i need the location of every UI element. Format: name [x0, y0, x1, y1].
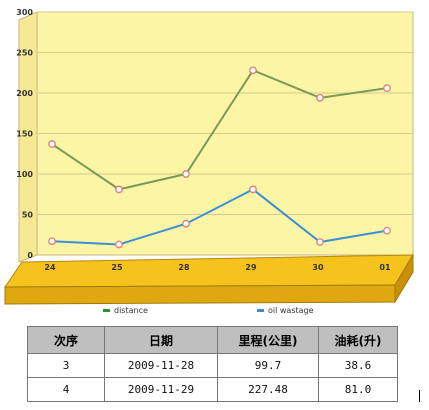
data-point-distance: [316, 94, 324, 102]
table-row: 4 2009-11-29 227.48 81.0: [27, 377, 398, 402]
cell-mileage: 99.7: [217, 353, 319, 378]
data-point-oil-wastage: [383, 226, 391, 235]
legend-swatch-oil-wastage: [257, 309, 264, 312]
header-mileage: 里程(公里): [217, 326, 319, 354]
data-point-oil-wastage: [182, 219, 190, 228]
series-line-oil-wastage: [51, 188, 388, 246]
chart-floor-front: [4, 284, 396, 305]
cell-date: 2009-11-28: [104, 353, 218, 378]
data-point-oil-wastage: [48, 237, 56, 246]
cell-mileage: 227.48: [217, 377, 319, 402]
line-chart: 0 50 100 150 200 250 300 24 25 28 29 30 01 distance…: [4, 8, 414, 315]
x-tick-label: 30: [312, 263, 324, 272]
header-date: 日期: [104, 326, 218, 354]
cell-fuel: 81.0: [318, 377, 398, 402]
y-tick-label: 250: [16, 49, 33, 58]
data-point-distance: [48, 140, 56, 148]
data-point-distance: [249, 66, 257, 75]
y-tick-label: 300: [16, 8, 33, 17]
x-tick-label: 24: [44, 263, 56, 272]
x-tick-label: 28: [178, 263, 190, 272]
header-fuel: 油耗(升): [318, 326, 398, 354]
chart-floor-side: [394, 253, 414, 304]
cell-index: 3: [27, 353, 105, 378]
chart-floor-top: [4, 254, 414, 288]
data-point-distance: [182, 170, 190, 178]
y-axis: 0 50 100 150 200 250 300: [16, 8, 33, 260]
data-point-oil-wastage: [316, 238, 324, 246]
y-tick-label: 50: [22, 211, 34, 220]
data-point-distance: [115, 185, 123, 194]
y-tick-label: 200: [16, 89, 33, 98]
text-cursor: [419, 390, 426, 402]
series-line-distance: [51, 69, 388, 191]
cell-fuel: 38.6: [318, 353, 398, 378]
table-header-row: 次序 日期 里程(公里) 油耗(升): [27, 326, 398, 354]
legend-swatch-distance: [103, 309, 110, 312]
table-row: 3 2009-11-28 99.7 38.6: [27, 353, 398, 378]
header-index: 次序: [27, 326, 105, 354]
x-tick-label: 29: [245, 263, 257, 272]
data-point-oil-wastage: [115, 240, 123, 249]
legend-label-oil-wastage: oil wastage: [268, 306, 314, 315]
x-tick-label: 01: [379, 263, 391, 272]
y-tick-label: 150: [16, 130, 33, 139]
y-tick-label: 100: [16, 170, 33, 179]
x-tick-label: 25: [111, 263, 123, 272]
data-point-distance: [383, 84, 391, 92]
legend-label-distance: distance: [114, 306, 148, 315]
cell-index: 4: [27, 377, 105, 402]
y-tick-label: 0: [27, 251, 33, 260]
fuel-table: 次序 日期 里程(公里) 油耗(升) 3 2009-11-28 99.7 38.…: [27, 326, 398, 402]
cell-date: 2009-11-29: [104, 377, 218, 402]
x-axis: 24 25 28 29 30 01: [44, 263, 391, 272]
series-lines: [51, 69, 388, 246]
legend: distance oil wastage: [103, 306, 314, 315]
data-point-oil-wastage: [249, 185, 257, 194]
series-points: [48, 66, 391, 249]
plot-left-wall: [18, 11, 38, 263]
